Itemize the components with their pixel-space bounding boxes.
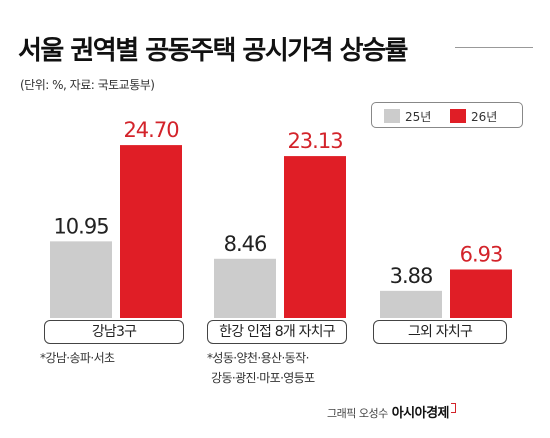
bar-26-2: [450, 269, 512, 318]
title-divider: [455, 47, 533, 48]
bar-25-0: [50, 241, 112, 318]
bar-26-1: [284, 156, 346, 318]
chart-subtitle: (단위: %, 자료: 국토교통부): [20, 78, 155, 92]
brand-mark-icon: [451, 403, 457, 413]
value-label-26-2: 6.93: [460, 242, 503, 266]
note-hangang-line1: *성동·양천·용산·동작·: [207, 351, 309, 365]
legend-item-25: 25년: [384, 108, 431, 125]
legend-swatch-26: [450, 109, 466, 123]
legend-swatch-25: [384, 109, 400, 123]
legend-item-26: 26년: [450, 108, 497, 125]
bar-26-0: [120, 145, 182, 318]
legend-label-25: 25년: [405, 110, 432, 124]
credit-brand: 아시아경제: [391, 406, 450, 421]
credit: 그래픽 오성수 아시아경제: [327, 402, 457, 421]
value-label-25-1: 8.46: [224, 232, 267, 256]
chart-title: 서울 권역별 공동주택 공시가격 상승률: [18, 36, 408, 66]
bar-25-1: [214, 258, 276, 318]
category-label-others: 그외 자치구: [373, 320, 507, 344]
value-label-26-0: 24.70: [123, 118, 178, 142]
category-label-gangnam: 강남3구: [44, 320, 184, 344]
credit-text: 그래픽 오성수: [327, 407, 388, 420]
legend-label-26: 26년: [471, 110, 498, 124]
legend: 25년 26년: [371, 102, 523, 128]
value-label-26-1: 23.13: [287, 129, 342, 153]
note-hangang-line2: 강동·광진·마포·영등포: [211, 371, 315, 385]
value-label-25-2: 3.88: [390, 264, 433, 288]
value-label-25-0: 10.95: [53, 214, 108, 238]
category-label-hangang: 한강 인접 8개 자치구: [207, 320, 347, 344]
note-gangnam: *강남·송파·서초: [40, 351, 115, 365]
bar-25-2: [380, 290, 442, 318]
